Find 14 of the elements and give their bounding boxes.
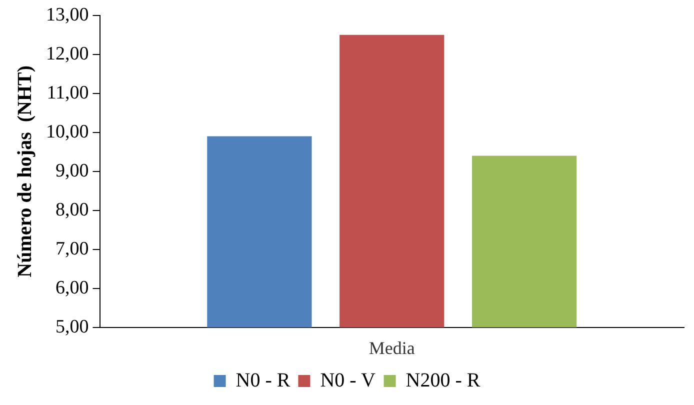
y-tick-label: 11,00 (46, 82, 89, 104)
y-tick-label: 6,00 (56, 277, 89, 298)
y-axis-title: Número de hojas (NHT) (14, 65, 36, 278)
legend-label: N0 - V (320, 369, 376, 392)
y-tick-label: 9,00 (56, 160, 89, 182)
y-tick-label: 10,00 (46, 121, 89, 142)
y-tick-label: 7,00 (56, 238, 89, 260)
legend-label: N0 - R (236, 369, 291, 392)
y-tick-label: 12,00 (46, 43, 89, 64)
y-tick-label: 13,00 (46, 4, 89, 26)
x-tick-label: Media (368, 338, 415, 358)
legend-label: N200 - R (406, 369, 481, 392)
y-tick-label: 5,00 (56, 316, 89, 338)
y-tick-label: 8,00 (56, 199, 89, 220)
